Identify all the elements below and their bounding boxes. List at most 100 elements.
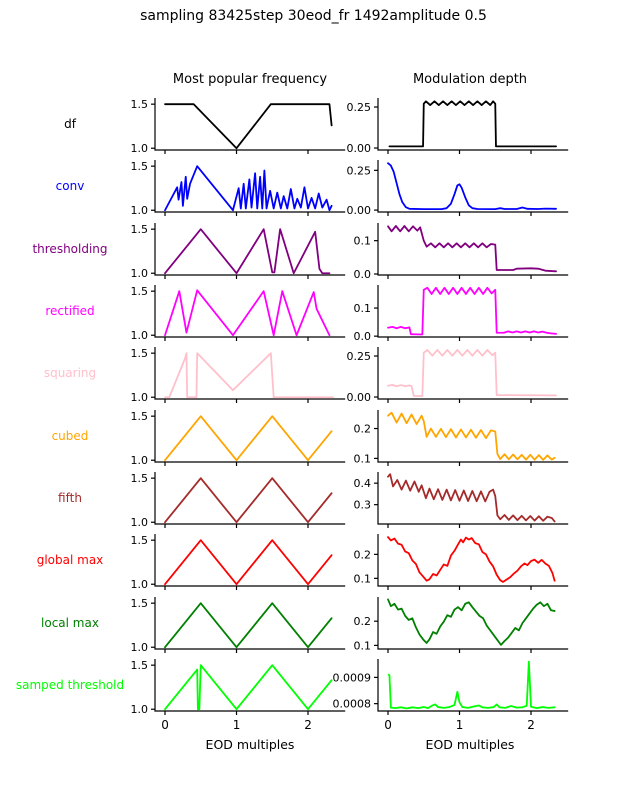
- y-tick-label: 1.0: [131, 205, 148, 218]
- data-line-squaring: [387, 349, 557, 398]
- y-tick-label: 1.0: [131, 329, 148, 342]
- axis-spines: [377, 596, 569, 650]
- data-line-thresholding: [387, 224, 557, 272]
- axis-spines: [154, 409, 346, 463]
- axis-spines: [154, 285, 346, 338]
- axis-spines: [154, 659, 346, 712]
- data-line-local-max: [387, 598, 556, 646]
- y-tick-label: 0.2: [354, 549, 371, 562]
- data-line-global-max: [164, 539, 333, 586]
- y-tick-label: 1.0: [131, 516, 148, 529]
- axis-spines: [154, 534, 346, 588]
- data-line-df: [388, 100, 557, 148]
- subplot-fifth-modulation: 0.4 0.3: [354, 472, 569, 529]
- data-line-thresholding: [164, 227, 331, 274]
- y-tick-label: 1.0: [131, 454, 148, 467]
- y-tick-label: 1.5: [131, 410, 148, 423]
- subplot-thresholding-modulation: 0.1 0.0: [354, 222, 569, 281]
- axis-spines: [377, 285, 569, 338]
- y-tick-label: 0.0009: [333, 672, 371, 685]
- y-tick-label: 1.5: [131, 285, 148, 298]
- figure-title: sampling 83425step 30eod_fr 1492amplitud…: [140, 8, 487, 24]
- y-tick-label: 0.1: [354, 639, 371, 652]
- axis-spines: [154, 472, 346, 525]
- y-tick-label: 1.5: [131, 161, 148, 174]
- row-label-global-max: global max: [36, 553, 104, 568]
- axis-spines: [377, 347, 569, 400]
- row-label-local-max: local max: [41, 615, 99, 630]
- y-tick-label: 0.2: [354, 615, 371, 628]
- y-tick-label: 0.00: [347, 391, 371, 404]
- y-tick-label: 0.1: [354, 573, 371, 586]
- data-line-samped-threshold: [387, 660, 556, 710]
- subplot-df-modulation: 0.25 0.00: [347, 98, 569, 155]
- y-tick-label: 0.2: [354, 422, 371, 435]
- data-line-conv: [164, 165, 333, 212]
- subplot-conv-modulation: 0.25 0.00: [347, 160, 569, 217]
- data-line-local-max: [164, 602, 333, 648]
- y-tick-label: 0.25: [347, 101, 371, 114]
- data-line-rectified: [387, 286, 557, 336]
- y-tick-label: 0.1: [354, 302, 371, 315]
- x-axis-label-left: EOD multiples: [205, 737, 295, 752]
- x-tick-label: 2: [527, 718, 535, 732]
- column-title-frequency: Most popular frequency: [172, 72, 328, 87]
- axis-spines: [377, 222, 569, 276]
- y-tick-label: 0.00: [347, 204, 371, 217]
- y-tick-label: 1.0: [131, 641, 148, 654]
- y-tick-label: 0.1: [354, 234, 371, 247]
- y-tick-label: 0.0008: [333, 698, 371, 711]
- y-tick-label: 1.5: [131, 348, 148, 361]
- y-tick-label: 1.0: [131, 392, 148, 405]
- y-tick-label: 1.0: [131, 579, 148, 592]
- y-tick-label: 0.25: [347, 350, 371, 363]
- axis-spines: [154, 596, 346, 650]
- row-label-df: df: [64, 117, 76, 131]
- row-label-thresholding: thresholding: [32, 241, 108, 256]
- axis-spines: [377, 534, 569, 588]
- subplot-global-max-modulation: 0.2 0.1: [354, 534, 569, 591]
- y-tick-label: 1.5: [131, 223, 148, 236]
- data-line-squaring: [164, 352, 334, 399]
- x-tick-label: 2: [304, 718, 312, 732]
- y-tick-label: 1.0: [131, 142, 148, 155]
- row-label-rectified: rectified: [45, 304, 95, 319]
- data-line-samped-threshold: [164, 664, 333, 711]
- x-tick-label: 0: [161, 718, 169, 732]
- column-title-modulation: Modulation depth: [412, 72, 528, 87]
- axis-spines: [154, 98, 346, 151]
- y-tick-label: 1.0: [131, 703, 148, 716]
- y-tick-label: 0.0: [354, 330, 371, 343]
- axis-spines: [377, 659, 569, 712]
- data-line-fifth: [164, 477, 333, 524]
- axis-spines: [154, 160, 346, 213]
- data-line-cubed: [164, 415, 333, 461]
- y-tick-label: 1.5: [131, 535, 148, 548]
- subplot-local-max-modulation: 0.2 0.1: [354, 596, 569, 653]
- data-line-rectified: [164, 289, 331, 337]
- y-tick-label: 0.0: [354, 268, 371, 281]
- x-tick-label: 1: [456, 718, 464, 732]
- x-tick-label: 1: [233, 718, 241, 732]
- axis-spines: [377, 472, 569, 525]
- y-tick-label: 1.5: [131, 472, 148, 485]
- subplot-cubed-modulation: 0.2 0.1: [354, 409, 569, 466]
- subplot-rectified-modulation: 0.1 0.0: [354, 285, 569, 343]
- y-tick-label: 1.5: [131, 659, 148, 672]
- y-tick-label: 0.4: [354, 477, 371, 490]
- y-tick-label: 0.1: [354, 452, 371, 465]
- row-label-fifth: fifth: [58, 491, 82, 506]
- data-line-df: [164, 103, 333, 150]
- axis-spines: [154, 222, 346, 276]
- subplot-squaring-modulation: 0.25 0.00: [347, 347, 569, 404]
- row-label-conv: conv: [55, 179, 85, 194]
- x-tick-label: 0: [384, 718, 392, 732]
- axis-spines: [377, 98, 569, 151]
- data-line-conv: [387, 162, 557, 211]
- y-tick-label: 0.3: [354, 499, 371, 512]
- axis-spines: [154, 347, 346, 400]
- x-axis-label-right: EOD multiples: [425, 737, 515, 752]
- data-line-global-max: [387, 536, 556, 584]
- axis-spines: [377, 160, 569, 213]
